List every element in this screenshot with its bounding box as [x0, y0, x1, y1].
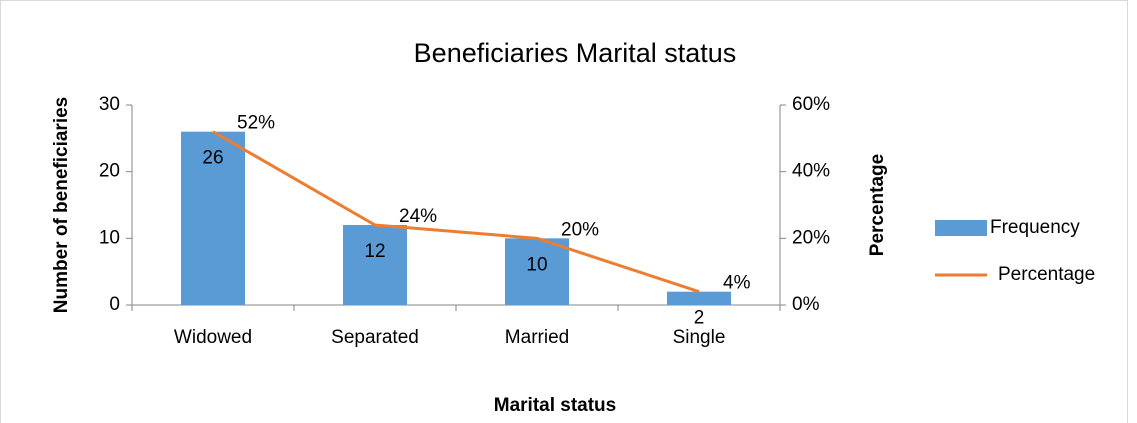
- y-tick-label: 30: [99, 94, 120, 115]
- bar-value-label: 26: [202, 148, 223, 169]
- bar-value-label: 12: [364, 241, 385, 262]
- y2-tick-label: 0%: [792, 294, 820, 315]
- line-value-label: 4%: [723, 273, 751, 294]
- bar: [181, 131, 245, 305]
- legend-label: Frequency: [990, 217, 1080, 238]
- y-tick-label: 10: [99, 227, 120, 248]
- bar: [343, 225, 407, 305]
- legend-label: Percentage: [998, 264, 1095, 285]
- y2-tick-label: 20%: [792, 227, 830, 248]
- y2-tick-label: 40%: [792, 161, 830, 182]
- x-tick-label: Married: [505, 327, 569, 348]
- y2-axis-title: Percentage: [867, 154, 888, 256]
- x-tick-label: Single: [673, 327, 726, 348]
- y2-tick-label: 60%: [792, 94, 830, 115]
- bar: [505, 238, 569, 305]
- bar-value-label: 2: [694, 308, 705, 329]
- legend-swatch: [935, 220, 987, 236]
- line-value-label: 24%: [399, 206, 437, 227]
- bar-value-label: 10: [526, 254, 547, 275]
- y-tick-label: 0: [109, 294, 120, 315]
- y-tick-label: 20: [99, 161, 120, 182]
- y-axis-title: Number of beneficiaries: [51, 97, 72, 313]
- line-value-label: 52%: [237, 113, 275, 134]
- line: [212, 130, 700, 294]
- chart-title: Beneficiaries Marital status: [414, 38, 737, 68]
- bar: [667, 291, 731, 305]
- line-value-label: 20%: [561, 219, 599, 240]
- x-tick-label: Separated: [331, 327, 419, 348]
- x-axis-title: Marital status: [494, 395, 616, 416]
- x-tick-label: Widowed: [174, 327, 252, 348]
